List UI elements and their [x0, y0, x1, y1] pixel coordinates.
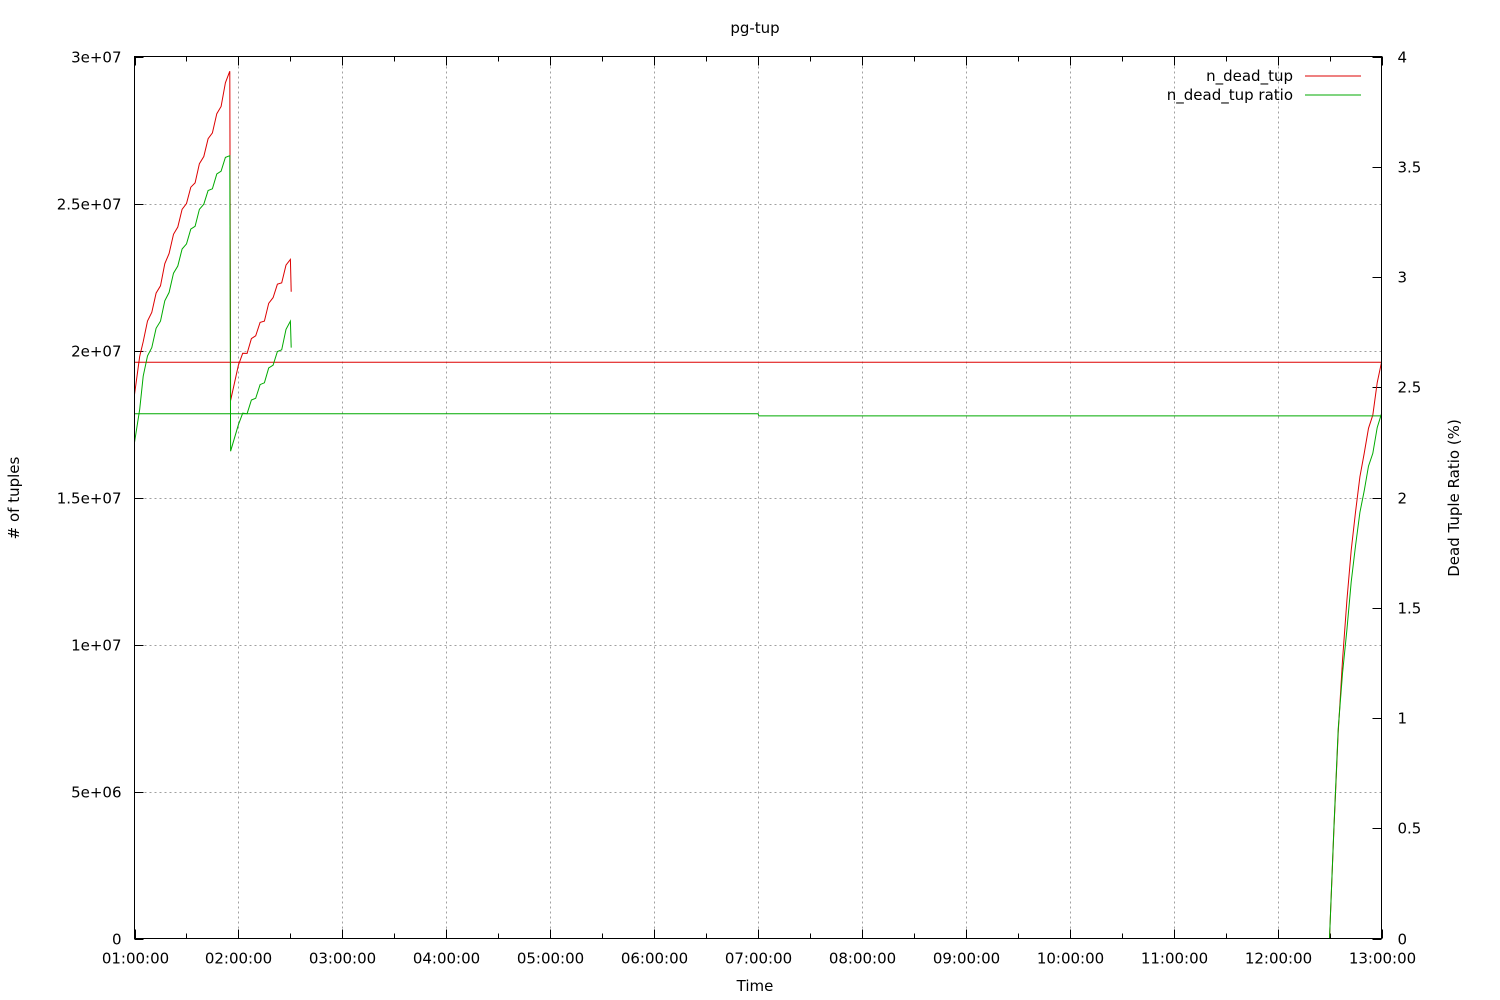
- y-tick-label: 1.5e+07: [57, 490, 122, 508]
- x-tick-label: 07:00:00: [725, 950, 792, 968]
- y-tick-label: 2e+07: [71, 343, 121, 361]
- x-tick-label: 12:00:00: [1245, 950, 1312, 968]
- y-tick-label: 3e+07: [71, 49, 121, 67]
- x-tick-label: 13:00:00: [1349, 950, 1416, 968]
- x-tick-label: 11:00:00: [1141, 950, 1208, 968]
- x-tick-label: 08:00:00: [829, 950, 896, 968]
- y2-tick-label: 2.5: [1398, 379, 1422, 397]
- x-tick-label: 05:00:00: [517, 950, 584, 968]
- y-tick-label: 0: [112, 931, 122, 949]
- y2-tick-label: 3: [1398, 269, 1408, 287]
- x-axis-label: Time: [736, 977, 774, 995]
- y2-tick-label: 0: [1398, 931, 1408, 949]
- grid-lines: [135, 57, 1382, 939]
- y2-tick-label: 4: [1398, 49, 1408, 67]
- y-axis-label: # of tuples: [5, 456, 23, 539]
- x-tick-label: 02:00:00: [205, 950, 272, 968]
- x-tick-label: 09:00:00: [933, 950, 1000, 968]
- y-tick-label: 5e+06: [71, 784, 121, 802]
- legend-label-n-dead-tup: n_dead_tup: [1206, 67, 1293, 86]
- series-line-n-dead-tup-ratio: [135, 156, 292, 452]
- series-line-n-dead-tup: [135, 71, 292, 400]
- x-tick-label: 04:00:00: [413, 950, 480, 968]
- y2-tick-label: 0.5: [1398, 820, 1422, 838]
- legend-label-n-dead-tup-ratio: n_dead_tup ratio: [1167, 86, 1293, 105]
- x-tick-label: 06:00:00: [621, 950, 688, 968]
- y2-tick-label: 1.5: [1398, 600, 1422, 618]
- x-tick-label: 01:00:00: [102, 950, 169, 968]
- axes: 01:00:00 02:00:00 03:00:00 04:00:00 05:00:00…: [57, 49, 1422, 968]
- series-line-n-dead-tup-ratio: [135, 414, 1382, 416]
- y2-tick-label: 3.5: [1398, 159, 1422, 177]
- y2-tick-label: 2: [1398, 490, 1408, 508]
- y-tick-label: 1e+07: [71, 637, 121, 655]
- series-line-n-dead-tup-ratio: [1330, 414, 1382, 939]
- y2-tick-label: 1: [1398, 710, 1408, 728]
- legend: n_dead_tup n_dead_tup ratio: [1167, 67, 1361, 105]
- y-tick-label: 2.5e+07: [57, 196, 122, 214]
- y2-axis-label: Dead Tuple Ratio (%): [1445, 419, 1463, 577]
- x-tick-label: 10:00:00: [1037, 950, 1104, 968]
- chart-title: pg-tup: [730, 19, 779, 37]
- x-tick-label: 03:00:00: [309, 950, 376, 968]
